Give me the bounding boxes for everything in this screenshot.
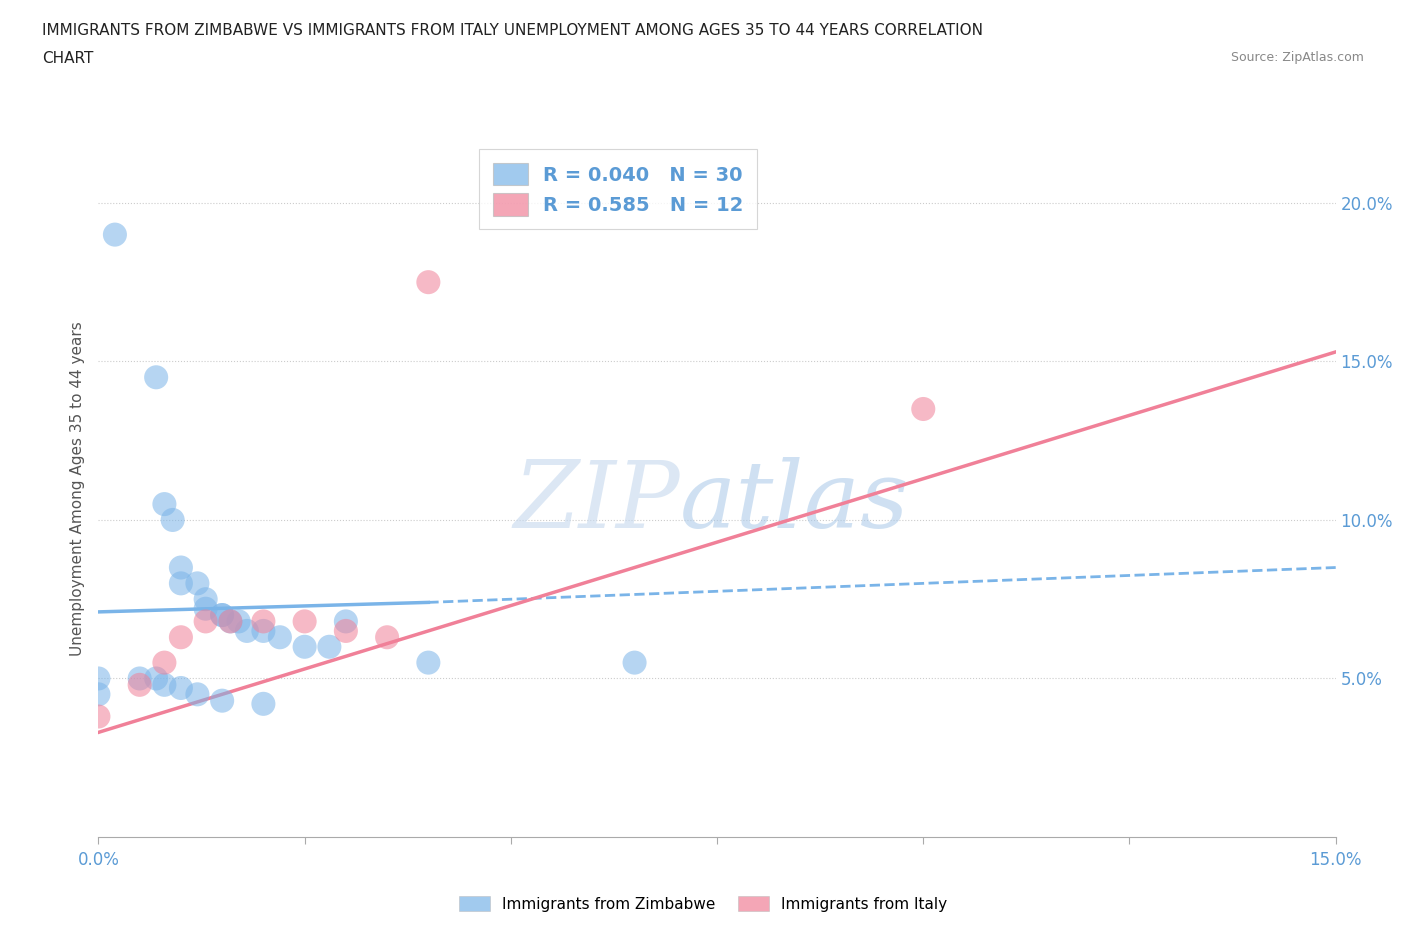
- Text: ZIP: ZIP: [513, 458, 681, 547]
- Point: [236, 623, 259, 638]
- Point: [252, 623, 274, 638]
- Text: IMMIGRANTS FROM ZIMBABWE VS IMMIGRANTS FROM ITALY UNEMPLOYMENT AMONG AGES 35 TO : IMMIGRANTS FROM ZIMBABWE VS IMMIGRANTS F…: [42, 23, 983, 38]
- Point: [228, 614, 250, 629]
- Point: [623, 655, 645, 670]
- Point: [194, 591, 217, 606]
- Point: [252, 614, 274, 629]
- Point: [252, 697, 274, 711]
- Point: [375, 630, 398, 644]
- Point: [128, 671, 150, 686]
- Point: [418, 274, 440, 289]
- Point: [219, 614, 242, 629]
- Point: [294, 639, 316, 654]
- Point: [194, 614, 217, 629]
- Point: [145, 370, 167, 385]
- Point: [170, 681, 193, 696]
- Point: [211, 607, 233, 622]
- Point: [211, 607, 233, 622]
- Point: [335, 614, 357, 629]
- Point: [153, 497, 176, 512]
- Point: [87, 671, 110, 686]
- Point: [104, 227, 127, 242]
- Point: [318, 639, 340, 654]
- Point: [335, 623, 357, 638]
- Point: [186, 687, 208, 702]
- Point: [269, 630, 291, 644]
- Point: [186, 576, 208, 591]
- Point: [219, 614, 242, 629]
- Point: [912, 402, 935, 417]
- Text: Source: ZipAtlas.com: Source: ZipAtlas.com: [1230, 51, 1364, 64]
- Point: [128, 677, 150, 692]
- Legend: Immigrants from Zimbabwe, Immigrants from Italy: Immigrants from Zimbabwe, Immigrants fro…: [453, 890, 953, 918]
- Point: [170, 630, 193, 644]
- Legend: R = 0.040   N = 30, R = 0.585   N = 12: R = 0.040 N = 30, R = 0.585 N = 12: [479, 149, 758, 229]
- Text: atlas: atlas: [681, 458, 910, 547]
- Point: [211, 693, 233, 708]
- Text: CHART: CHART: [42, 51, 94, 66]
- Point: [145, 671, 167, 686]
- Point: [87, 709, 110, 724]
- Point: [162, 512, 184, 527]
- Point: [294, 614, 316, 629]
- Point: [418, 655, 440, 670]
- Point: [194, 602, 217, 617]
- Point: [170, 560, 193, 575]
- Point: [153, 655, 176, 670]
- Point: [170, 576, 193, 591]
- Point: [153, 677, 176, 692]
- Point: [87, 687, 110, 702]
- Y-axis label: Unemployment Among Ages 35 to 44 years: Unemployment Among Ages 35 to 44 years: [69, 321, 84, 656]
